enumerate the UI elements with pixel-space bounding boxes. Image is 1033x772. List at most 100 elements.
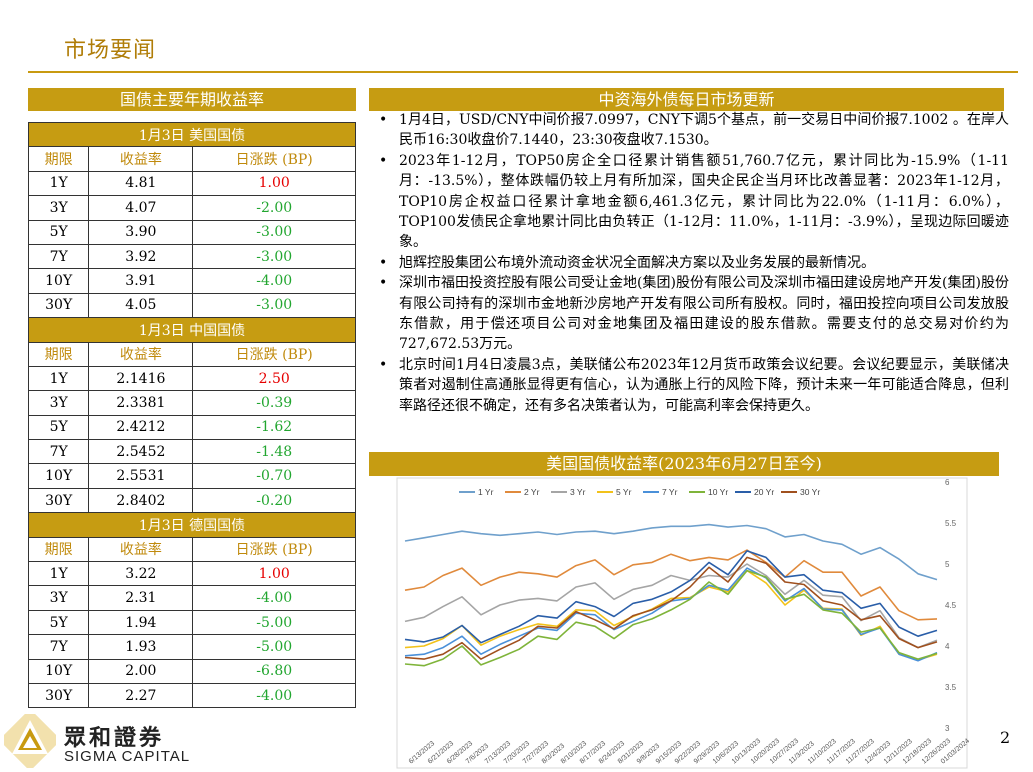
section-title: 1月3日 美国国债 [28,121,356,148]
news-item: • 深圳市福田投资控股有限公司受让金地(集团)股份有限公司及深圳市福田建设房地产开… [369,273,1009,355]
series-line-20yr [404,550,938,644]
news-item: • 2023年1-12月，TOP50房企全口径累计销售额51,760.7亿元，累计… [369,151,1009,253]
series-line-1yr [404,523,938,581]
cell-yield: 2.5452 [88,439,194,465]
news-text: 旭辉控股集团公布境外流动资金状况全面解决方案以及业务发展的最新情况。 [399,254,875,271]
cell-yield: 2.5531 [88,463,194,489]
table-section-header: 1月3日 美国国债 [28,121,356,148]
table-column-header: 期限 收益率 日涨跌 (BP) [27,536,356,563]
table-row: 1Y 2.1416 2.50 [27,365,356,392]
y-tick-label: 6 [945,478,950,487]
cell-yield: 2.4212 [88,414,194,441]
page-number: 2 [1000,728,1011,747]
cell-change: -6.80 [192,658,356,684]
legend-label: 3 Yr [570,487,586,497]
logo-icon [4,714,56,768]
table-row: 10Y 2.5531 -0.70 [27,463,356,489]
chart-frame [396,477,968,769]
cell-change: 1.00 [192,170,356,197]
column-header: 日涨跌 (BP) [192,341,356,367]
section-title: 1月3日 中国国债 [28,317,356,343]
cell-change: -5.00 [192,634,356,660]
cell-change: 2.50 [192,365,356,392]
cell-yield: 2.1416 [88,365,194,392]
y-tick-label: 4.5 [945,601,957,610]
cell-term: 1Y [27,561,90,587]
legend-label: 20 Yr [754,487,774,497]
table-row: 3Y 4.07 -2.00 [27,195,356,221]
cell-term: 10Y [27,658,90,684]
table-row: 7Y 1.93 -5.00 [27,634,356,660]
table-row: 5Y 2.4212 -1.62 [27,414,356,441]
table-row: 30Y 4.05 -3.00 [27,292,356,319]
cell-term: 30Y [27,487,90,514]
table-row: 10Y 3.91 -4.00 [27,268,356,294]
series-line-2yr [404,549,938,621]
table-row: 30Y 2.27 -4.00 [27,682,356,709]
cell-term: 1Y [27,365,90,392]
cell-change: -4.00 [192,268,356,294]
bullet-icon: • [379,254,388,271]
cell-yield: 2.31 [88,585,194,611]
table-row: 5Y 3.90 -3.00 [27,219,356,245]
cell-yield: 3.90 [88,219,194,245]
cell-term: 30Y [27,682,90,709]
cell-term: 5Y [27,414,90,441]
news-header: 中资海外债每日市场更新 [369,88,1004,111]
cell-change: -0.70 [192,463,356,489]
bullet-icon: • [379,275,388,292]
cell-change: -1.62 [192,414,356,441]
cell-term: 10Y [27,268,90,294]
column-header: 日涨跌 (BP) [192,146,356,172]
cell-term: 1Y [27,170,90,197]
cell-term: 3Y [27,195,90,221]
table-row: 7Y 3.92 -3.00 [27,243,356,270]
table-row: 1Y 3.22 1.00 [27,561,356,587]
yield-chart: 3 3.5 4 4.5 5 5.5 6 6/13/2023 6/21/2023 6/28/2023… [369,476,969,770]
y-tick-label: 5 [945,560,950,569]
series-line-30yr [404,556,938,660]
cell-yield: 1.93 [88,634,194,660]
column-header: 期限 [27,536,90,563]
cell-term: 30Y [27,292,90,319]
column-header: 日涨跌 (BP) [192,536,356,563]
legend-label: 30 Yr [800,487,820,497]
bullet-icon: • [379,112,388,128]
page-title: 市场要闻 [64,38,157,63]
news-text: 1月4日，USD/CNY中间价报7.0997，CNY下调5个基点，前一交易日中间… [399,112,1009,149]
y-tick-label: 3 [945,724,950,733]
series-line-3yr [404,563,938,649]
cell-term: 3Y [27,585,90,611]
legend-label: 2 Yr [524,487,540,497]
y-tick-label: 3.5 [945,683,957,692]
cell-term: 7Y [27,243,90,270]
cell-yield: 4.05 [88,292,194,319]
cell-change: -4.00 [192,585,356,611]
cell-yield: 2.27 [88,682,194,709]
cell-yield: 4.81 [88,170,194,197]
news-text: 2023年1-12月，TOP50房企全口径累计销售额51,760.7亿元，累计同… [399,152,1009,251]
legend-label: 10 Yr [708,487,728,497]
cell-yield: 3.91 [88,268,194,294]
y-tick-label: 5.5 [945,519,957,528]
bullet-icon: • [379,356,388,373]
series-line-10yr [404,569,938,667]
cell-change: -3.00 [192,243,356,270]
table-row: 1Y 4.81 1.00 [27,170,356,197]
cell-term: 3Y [27,390,90,416]
column-header: 收益率 [88,146,194,172]
column-header: 收益率 [88,536,194,563]
news-item: • 旭辉控股集团公布境外流动资金状况全面解决方案以及业务发展的最新情况。 [369,253,1009,273]
table-row: 10Y 2.00 -6.80 [27,658,356,684]
cell-yield: 3.22 [88,561,194,587]
table-row: 3Y 2.31 -4.00 [27,585,356,611]
yield-chart-svg: 33.544.555.566/13/20236/21/20236/28/2023… [396,477,969,769]
legend-label: 1 Yr [478,487,494,497]
cell-change: -3.00 [192,219,356,245]
cell-term: 10Y [27,463,90,489]
table-column-header: 期限 收益率 日涨跌 (BP) [27,146,356,172]
section-title: 1月3日 德国国债 [28,512,356,538]
title-divider [28,71,1018,73]
legend-label: 5 Yr [616,487,632,497]
table-row: 3Y 2.3381 -0.39 [27,390,356,416]
